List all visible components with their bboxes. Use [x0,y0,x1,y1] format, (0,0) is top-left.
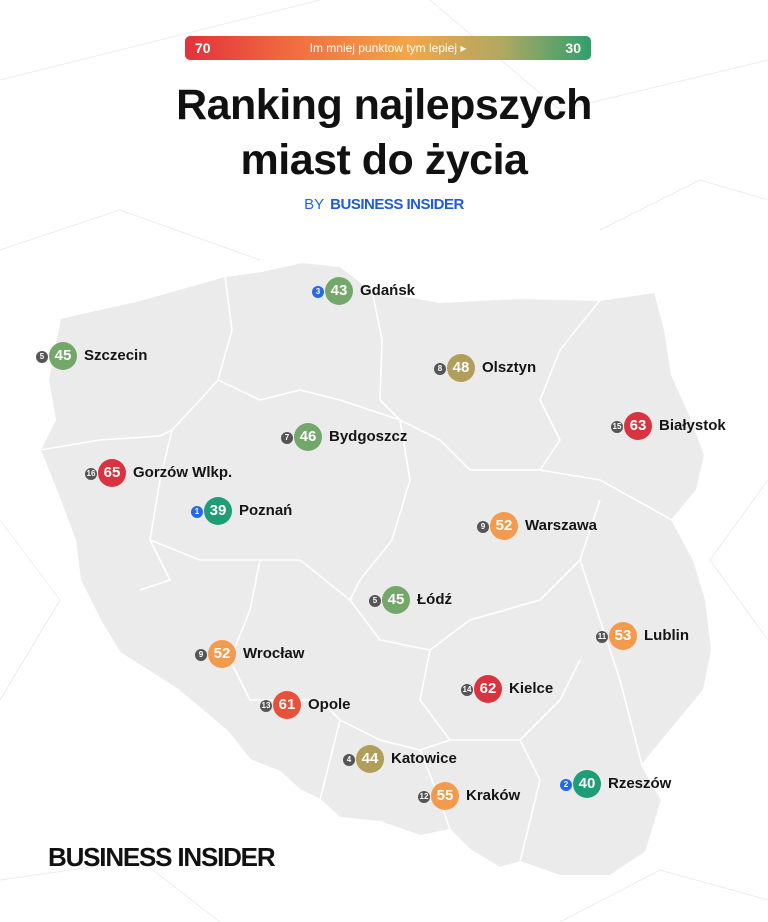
city-name: Białystok [659,417,726,434]
scale-caption: Im mniej punktow tym lepiej ▸ [309,41,467,55]
rank-badge: 5 [36,351,48,363]
score-scale-bar: 70 Im mniej punktow tym lepiej ▸ 30 [185,36,591,60]
rank-badge: 4 [343,754,355,766]
city-name: Katowice [391,750,457,767]
voivodeship-borders [39,275,673,863]
score-circle: 45 [49,342,77,370]
rank-badge: 3 [312,286,324,298]
score-circle: 45 [382,586,410,614]
city-name: Poznań [239,502,293,519]
score-circle: 40 [573,770,601,798]
score-circle: 52 [490,512,518,540]
city-name: Opole [308,696,351,713]
rank-badge: 9 [195,649,207,661]
city-name: Rzeszów [608,775,672,792]
rank-badge: 15 [611,421,623,433]
city-name: Wrocław [243,645,305,662]
byline: BY BUSINESS INSIDER [0,196,768,213]
rank-badge: 16 [85,468,97,480]
city-name: Szczecin [84,347,148,364]
score-circle: 48 [447,354,475,382]
poland-outline [38,260,714,877]
rank-badge: 9 [477,521,489,533]
score-circle: 55 [431,782,459,810]
byline-by: BY [304,196,325,213]
rank-badge: 11 [596,631,608,643]
byline-brand: BUSINESS INSIDER [330,196,464,213]
city-name: Kielce [509,680,554,697]
score-circle: 44 [356,745,384,773]
score-circle: 39 [204,497,232,525]
city-name: Olsztyn [482,359,537,376]
rank-badge: 5 [369,595,381,607]
score-circle: 61 [273,691,301,719]
page-title-line1: Ranking najlepszych [176,81,592,129]
city-name: Gdańsk [360,282,416,299]
city-name: Bydgoszcz [329,428,408,445]
score-circle: 52 [208,640,236,668]
rank-badge: 14 [461,684,473,696]
page-title-line2: miast do życia [240,136,528,184]
score-circle: 46 [294,423,322,451]
footer-logo: BUSINESS INSIDER [48,842,276,872]
rank-badge: 2 [560,779,572,791]
rank-badge: 8 [434,363,446,375]
city-name: Kraków [466,787,521,804]
score-circle: 63 [624,412,652,440]
score-circle: 53 [609,622,637,650]
score-circle: 62 [474,675,502,703]
city-name: Łódź [417,591,452,608]
city-name: Gorzów Wlkp. [133,464,233,481]
city-name: Lublin [644,627,689,644]
scale-min-label: 70 [195,40,211,56]
score-circle: 65 [98,459,126,487]
rank-badge: 7 [281,432,293,444]
rank-badge: 12 [418,791,430,803]
city-name: Warszawa [525,517,597,534]
rank-badge: 1 [191,506,203,518]
scale-max-label: 30 [565,40,581,56]
rank-badge: 13 [260,700,272,712]
score-circle: 43 [325,277,353,305]
